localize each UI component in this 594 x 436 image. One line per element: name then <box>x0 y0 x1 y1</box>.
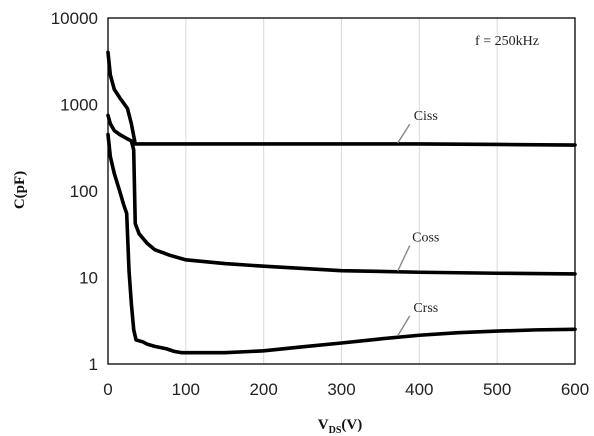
leader-line-coss <box>398 246 410 271</box>
frequency-annotation: f = 250kHz <box>475 34 539 49</box>
series-label-coss: Coss <box>412 231 439 246</box>
series-label-ciss: Ciss <box>414 109 438 124</box>
x-tick-label-300: 300 <box>327 380 355 399</box>
y-axis-label: C(pF) <box>12 171 28 209</box>
y-tick-label-1: 1 <box>89 355 98 374</box>
y-tick-label-100: 100 <box>70 182 98 201</box>
y-tick-label-1000: 1000 <box>60 96 98 115</box>
series-label-crss: Crss <box>413 301 438 316</box>
x-axis-label-main: V <box>318 417 329 433</box>
x-axis-label: VDS(V) <box>318 417 362 436</box>
x-tick-label-0: 0 <box>103 380 112 399</box>
x-tick-label-600: 600 <box>561 380 589 399</box>
leader-line-ciss <box>398 124 410 143</box>
y-tick-labels: 1 10 100 1000 10000 <box>51 9 98 374</box>
y-tick-label-10: 10 <box>79 269 98 288</box>
x-tick-labels: 0 100 200 300 400 500 600 <box>103 380 589 399</box>
x-tick-label-400: 400 <box>405 380 433 399</box>
x-tick-label-500: 500 <box>483 380 511 399</box>
grid-lines <box>186 18 497 364</box>
x-axis-label-subscript: DS <box>329 425 342 436</box>
leader-line-crss <box>398 316 410 336</box>
x-axis-label-unit: (V) <box>341 417 362 433</box>
x-tick-label-100: 100 <box>172 380 200 399</box>
y-tick-label-10000: 10000 <box>51 9 98 28</box>
series-labels: Ciss Coss Crss <box>412 109 439 316</box>
series-label-leaders <box>398 124 410 336</box>
x-tick-label-200: 200 <box>249 380 277 399</box>
